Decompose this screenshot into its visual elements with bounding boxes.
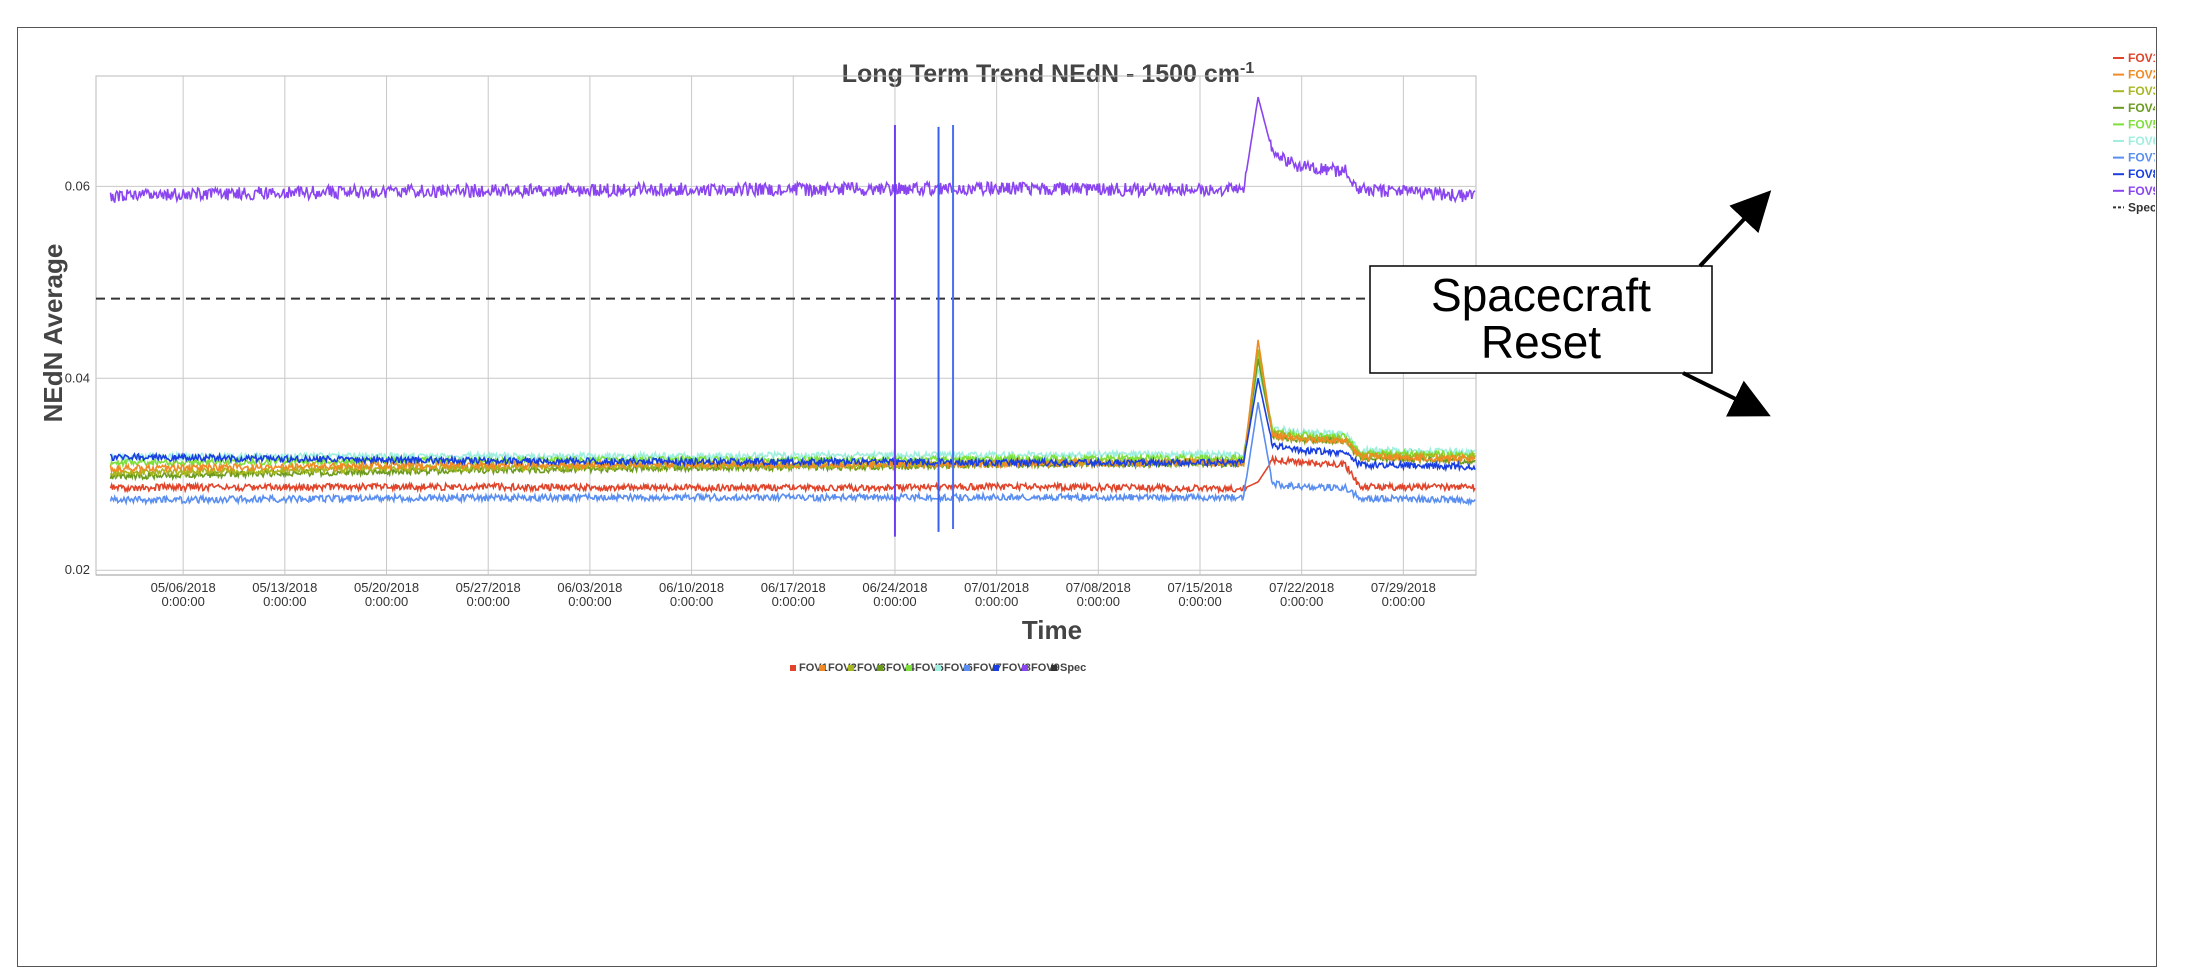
- x-tick-label-time: 0:00:00: [873, 594, 916, 609]
- x-tick-label-time: 0:00:00: [1077, 594, 1120, 609]
- legend-label: FOV1: [2128, 51, 2155, 65]
- series-line-fov6: [109, 368, 1476, 463]
- bottom-legend-swatch: [1022, 665, 1028, 671]
- bottom-legend-swatch: [877, 665, 883, 671]
- x-tick-label: 07/15/2018: [1167, 580, 1232, 595]
- series-line-fov5: [109, 354, 1476, 469]
- x-tick-label-time: 0:00:00: [263, 594, 306, 609]
- legend-label: FOV7: [2128, 151, 2155, 165]
- bottom-legend-swatch: [848, 665, 854, 671]
- x-tick-labels: 05/06/20180:00:0005/13/20180:00:0005/20/…: [151, 580, 1436, 609]
- legend-label: Spec: [2128, 200, 2155, 214]
- x-tick-label-time: 0:00:00: [1178, 594, 1221, 609]
- legend-label: FOV6: [2128, 134, 2155, 148]
- y-axis-label: NEdN Average: [38, 244, 68, 423]
- bottom-legend-label: Spec: [1060, 662, 1086, 674]
- bottom-legend-swatch: [964, 665, 970, 671]
- x-tick-label: 06/10/2018: [659, 580, 724, 595]
- legend-label: FOV9: [2128, 184, 2155, 198]
- x-tick-label-time: 0:00:00: [365, 594, 408, 609]
- series-line-fov9: [109, 96, 1476, 204]
- series-line-fov8: [109, 378, 1476, 473]
- x-tick-label-time: 0:00:00: [772, 594, 815, 609]
- x-tick-label: 06/24/2018: [862, 580, 927, 595]
- x-tick-label-time: 0:00:00: [1382, 594, 1425, 609]
- x-tick-label-time: 0:00:00: [975, 594, 1018, 609]
- annotation-arrow-lower: [1682, 371, 1771, 417]
- x-tick-label: 07/29/2018: [1371, 580, 1436, 595]
- chart-frame: Long Term Trend NEdN - 1500 cm-1 0.02 0.0…: [17, 27, 2157, 967]
- x-tick-label-time: 0:00:00: [161, 594, 204, 609]
- x-tick-label: 05/27/2018: [456, 580, 521, 595]
- series-lines: [96, 96, 1476, 537]
- bottom-legend-swatch: [790, 665, 796, 671]
- y-tick-label: 0.02: [65, 562, 90, 577]
- legend-label: FOV2: [2128, 68, 2155, 82]
- annotation-line1: Spacecraft: [1431, 269, 1651, 321]
- bottom-legend: FOV1 FOV2 FOV3 FOV4 FOV5 FOV6 FOV7 FOV8 FOV9 Spec: [790, 662, 1086, 674]
- y-tick-label: 0.06: [65, 178, 90, 193]
- annotation-box: [1369, 265, 1713, 374]
- bottom-legend-swatch: [993, 665, 999, 671]
- series-line-fov2: [109, 339, 1476, 474]
- x-tick-label: 07/08/2018: [1066, 580, 1131, 595]
- annotation: Spacecraft Reset: [1369, 190, 1772, 417]
- y-tick-labels: 0.02 0.04 0.06: [65, 178, 90, 577]
- x-tick-label: 05/06/2018: [151, 580, 216, 595]
- x-tick-label: 07/01/2018: [964, 580, 1029, 595]
- x-tick-label-time: 0:00:00: [670, 594, 713, 609]
- x-tick-label: 06/03/2018: [557, 580, 622, 595]
- series-line-fov7: [109, 402, 1476, 507]
- legend-label: FOV5: [2128, 117, 2155, 131]
- bottom-legend-swatch: [935, 665, 941, 671]
- chart-title: Long Term Trend NEdN - 1500 cm-1: [842, 60, 1255, 88]
- annotation-line2: Reset: [1481, 316, 1601, 368]
- bottom-legend-swatch: [819, 665, 825, 671]
- x-tick-label: 05/13/2018: [252, 580, 317, 595]
- chart-title-superscript: -1: [1240, 60, 1254, 77]
- bottom-legend-swatch: [906, 665, 912, 671]
- legend-label: FOV3: [2128, 84, 2155, 98]
- series-line-fov1: [109, 453, 1476, 495]
- x-tick-label: 05/20/2018: [354, 580, 419, 595]
- line-chart: Long Term Trend NEdN - 1500 cm-1 0.020.0…: [38, 51, 2155, 674]
- legend-label: FOV8: [2128, 167, 2155, 181]
- x-tick-label: 06/17/2018: [761, 580, 826, 595]
- x-axis-label: Time: [1022, 615, 1082, 645]
- legend: FOV1 FOV2 FOV3 FOV4 FOV5 FOV6 FOV7 FOV8 FOV9 Spec: [2113, 51, 2155, 214]
- legend-label: FOV4: [2128, 101, 2155, 115]
- x-tick-label: 07/22/2018: [1269, 580, 1334, 595]
- annotation-arrow-upper: [1698, 190, 1772, 268]
- chart-title-text: Long Term Trend NEdN - 1500 cm: [842, 60, 1240, 88]
- x-tick-label-time: 0:00:00: [467, 594, 510, 609]
- x-tick-label-time: 0:00:00: [568, 594, 611, 609]
- y-tick-label: 0.04: [65, 370, 90, 385]
- bottom-legend-swatch: [1051, 665, 1057, 671]
- x-tick-label-time: 0:00:00: [1280, 594, 1323, 609]
